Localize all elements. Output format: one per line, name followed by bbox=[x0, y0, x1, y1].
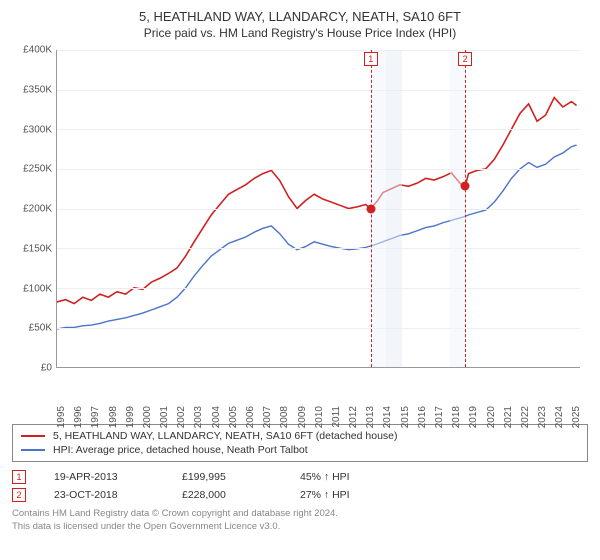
y-tick-label: £100K bbox=[23, 283, 52, 294]
highlight-band bbox=[386, 50, 401, 367]
x-tick-label: 2000 bbox=[142, 406, 153, 428]
x-axis: 1995199619971998199920002001200220032004… bbox=[56, 370, 580, 406]
gridline bbox=[57, 209, 580, 210]
x-tick-label: 2016 bbox=[417, 406, 428, 428]
event-date: 23-OCT-2018 bbox=[54, 489, 154, 501]
event-price: £199,995 bbox=[182, 471, 272, 483]
x-tick-label: 2022 bbox=[520, 406, 531, 428]
x-tick-label: 1997 bbox=[90, 406, 101, 428]
events-table: 1 19-APR-2013 £199,995 45% ↑ HPI 2 23-OCT-201… bbox=[12, 468, 588, 504]
x-tick-label: 2012 bbox=[348, 406, 359, 428]
x-tick-label: 2010 bbox=[314, 406, 325, 428]
chart-title: 5, HEATHLAND WAY, LLANDARCY, NEATH, SA10… bbox=[12, 8, 588, 26]
chart-container: 5, HEATHLAND WAY, LLANDARCY, NEATH, SA10… bbox=[0, 0, 600, 560]
x-tick-label: 2019 bbox=[468, 406, 479, 428]
series-hpi bbox=[57, 145, 577, 329]
x-tick-label: 2013 bbox=[365, 406, 376, 428]
x-tick-label: 2001 bbox=[159, 406, 170, 428]
y-tick-label: £400K bbox=[23, 45, 52, 56]
x-tick-label: 2011 bbox=[331, 406, 342, 428]
gridline bbox=[57, 169, 580, 170]
x-tick-label: 2017 bbox=[434, 406, 445, 428]
x-tick-label: 2023 bbox=[537, 406, 548, 428]
gridline bbox=[57, 328, 580, 329]
chart-area: £0 £50K £100K £150K £200K £250K £300K £350K £400… bbox=[12, 46, 588, 386]
event-marker: 1 bbox=[364, 52, 378, 66]
y-tick-label: £350K bbox=[23, 84, 52, 95]
event-hpi: 27% ↑ HPI bbox=[300, 489, 410, 501]
y-axis: £0 £50K £100K £150K £200K £250K £300K £350K £400… bbox=[12, 46, 56, 386]
x-tick-label: 2020 bbox=[486, 406, 497, 428]
x-tick-label: 2024 bbox=[554, 406, 565, 428]
event-index-box: 1 bbox=[12, 470, 26, 484]
y-tick-label: £0 bbox=[41, 363, 52, 374]
x-tick-label: 2015 bbox=[400, 406, 411, 428]
x-tick-label: 1999 bbox=[125, 406, 136, 428]
x-tick-label: 2014 bbox=[382, 406, 393, 428]
legend-swatch bbox=[21, 435, 45, 437]
event-hpi: 45% ↑ HPI bbox=[300, 471, 410, 483]
gridline bbox=[57, 129, 580, 130]
legend-row: 5, HEATHLAND WAY, LLANDARCY, NEATH, SA10… bbox=[21, 429, 579, 443]
x-tick-label: 2005 bbox=[228, 406, 239, 428]
event-row: 2 23-OCT-2018 £228,000 27% ↑ HPI bbox=[12, 486, 588, 504]
y-tick-label: £200K bbox=[23, 204, 52, 215]
x-tick-label: 2006 bbox=[245, 406, 256, 428]
x-tick-label: 2007 bbox=[262, 406, 273, 428]
y-tick-label: £250K bbox=[23, 164, 52, 175]
legend-row: HPI: Average price, detached house, Neat… bbox=[21, 443, 579, 457]
x-tick-label: 1995 bbox=[56, 406, 67, 428]
event-dot bbox=[461, 182, 470, 191]
footnote-line2: This data is licensed under the Open Gov… bbox=[12, 521, 588, 533]
x-tick-label: 1996 bbox=[73, 406, 84, 428]
x-tick-label: 1998 bbox=[108, 406, 119, 428]
x-tick-label: 2003 bbox=[193, 406, 204, 428]
gridline bbox=[57, 90, 580, 91]
footnote-line1: Contains HM Land Registry data © Crown c… bbox=[12, 508, 588, 520]
event-price: £228,000 bbox=[182, 489, 272, 501]
event-vline bbox=[465, 50, 466, 367]
legend-label: 5, HEATHLAND WAY, LLANDARCY, NEATH, SA10… bbox=[53, 430, 398, 442]
x-tick-label: 2018 bbox=[451, 406, 462, 428]
plot-area: 12 bbox=[56, 50, 580, 368]
footnote: Contains HM Land Registry data © Crown c… bbox=[12, 508, 588, 533]
x-tick-label: 2021 bbox=[503, 406, 514, 428]
legend: 5, HEATHLAND WAY, LLANDARCY, NEATH, SA10… bbox=[12, 424, 588, 462]
highlight-band bbox=[450, 50, 465, 367]
x-tick-label: 2009 bbox=[297, 406, 308, 428]
event-marker: 2 bbox=[458, 52, 472, 66]
event-dot bbox=[366, 204, 375, 213]
y-tick-label: £300K bbox=[23, 124, 52, 135]
gridline bbox=[57, 248, 580, 249]
gridline bbox=[57, 288, 580, 289]
chart-subtitle: Price paid vs. HM Land Registry's House … bbox=[12, 26, 588, 40]
x-tick-label: 2008 bbox=[279, 406, 290, 428]
legend-label: HPI: Average price, detached house, Neat… bbox=[53, 444, 308, 456]
x-tick-label: 2004 bbox=[211, 406, 222, 428]
y-tick-label: £150K bbox=[23, 243, 52, 254]
legend-swatch bbox=[21, 449, 45, 451]
x-tick-label: 2025 bbox=[571, 406, 582, 428]
x-tick-label: 2002 bbox=[176, 406, 187, 428]
gridline bbox=[57, 50, 580, 51]
y-tick-label: £50K bbox=[29, 323, 52, 334]
event-row: 1 19-APR-2013 £199,995 45% ↑ HPI bbox=[12, 468, 588, 486]
event-index-box: 2 bbox=[12, 488, 26, 502]
event-date: 19-APR-2013 bbox=[54, 471, 154, 483]
